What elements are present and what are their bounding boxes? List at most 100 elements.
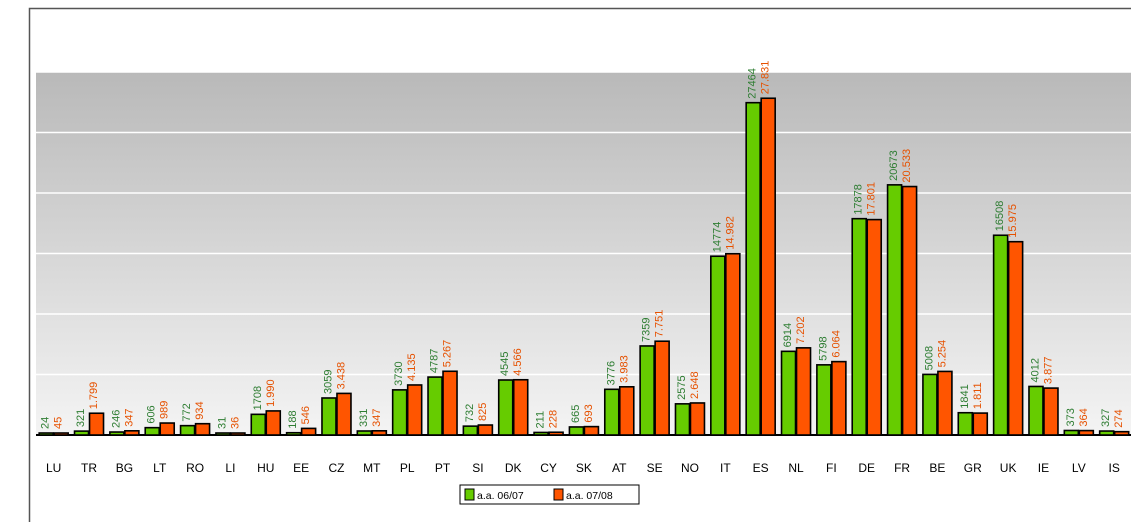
data-label: 3.983 [618,355,630,383]
x-tick-label: LI [225,461,235,475]
x-tick-label: BG [116,461,133,475]
data-label: 3730 [393,361,405,385]
bar-series-0 [38,432,54,436]
x-tick-label: RO [186,461,204,475]
x-tick-label: IE [1038,461,1049,475]
bar-series-1 [760,97,776,436]
bar-series-1 [689,402,706,436]
bar-series-0 [745,101,761,436]
x-tick-label: DE [858,461,875,475]
bar-series-0 [603,388,620,436]
bar-series-0 [1028,385,1044,436]
bar-series-0 [568,426,585,436]
legend-swatch-series-1 [553,488,564,501]
x-tick-label: MT [363,461,381,475]
data-label: 3059 [322,370,334,394]
data-label: 45 [53,417,65,429]
bar-series-1 [159,422,176,436]
data-label: 6914 [782,323,794,347]
data-label: 693 [583,404,595,422]
bar-series-1 [795,347,812,436]
x-tick-label: HU [257,461,274,475]
x-tick-label: NL [788,461,804,475]
data-label: 4.135 [406,353,418,381]
bar-series-1 [1113,430,1130,436]
bar-series-0 [1098,430,1115,436]
bar-series-0 [427,376,443,436]
bar-series-1 [937,370,953,436]
x-tick-label: IS [1109,461,1120,475]
data-label: 364 [1078,408,1090,426]
bar-series-1 [654,340,670,436]
data-label: 7.202 [795,316,807,344]
data-label: 4012 [1029,358,1041,382]
bar-series-0 [391,389,408,436]
data-label: 1.811 [972,382,984,409]
bar-series-1 [336,392,352,436]
x-tick-label: PL [400,461,415,475]
x-tick-label: EE [293,461,309,475]
bar-series-1 [725,252,741,436]
x-tick-label: UK [1000,461,1017,475]
data-label: 3.877 [1042,357,1054,385]
data-label: 211 [535,411,547,429]
data-label: 228 [548,410,560,428]
bar-series-1 [866,218,883,436]
x-tick-labels-layer: LU TR BG LT RO LI HU EE CZ MT PL PT SI DK CY SK AT SE NO IT… [46,461,1120,475]
data-label: 6.064 [830,330,842,358]
data-label: 20.533 [901,149,913,183]
data-label: 17878 [853,184,865,215]
data-label: 4787 [429,349,441,373]
data-label: 327 [1100,409,1112,427]
x-tick-label: LV [1072,461,1086,475]
bar-series-1 [901,185,918,436]
data-label: 5.254 [936,340,948,368]
x-tick-label: LT [153,461,167,475]
data-label: 2.648 [689,371,701,399]
bar-series-1 [300,427,317,436]
x-tick-label: PT [435,461,451,475]
data-label: 4545 [499,352,511,376]
bar-series-0 [780,350,797,436]
bar-series-0 [816,364,832,436]
bar-series-1 [972,412,989,436]
bar-series-1 [1007,240,1024,436]
bar-series-1 [265,410,282,436]
bar-series-1 [618,386,635,436]
bar-series-0 [992,234,1009,436]
data-label: 274 [1113,409,1125,427]
legend-swatch-series-0 [464,488,475,501]
data-label: 825 [477,403,489,421]
data-label: 3776 [605,361,617,385]
data-label: 246 [110,410,122,428]
data-label: 989 [159,401,171,419]
data-label: 5008 [923,346,935,370]
data-label: 27.831 [760,61,772,95]
x-tick-label: CY [540,461,557,475]
data-label: 606 [146,405,158,423]
x-tick-label: LU [46,461,61,475]
bar-series-1 [371,430,388,436]
bar-series-0 [674,403,691,436]
data-label: 16508 [994,201,1006,232]
data-label: 732 [464,404,476,422]
data-label: 2575 [676,375,688,399]
bar-series-1 [194,422,211,436]
bar-series-0 [886,184,903,436]
data-label: 17.801 [866,182,878,216]
bar-series-0 [710,255,726,436]
bar-series-1 [831,360,847,436]
x-tick-label: FI [826,461,837,475]
data-label: 4.566 [512,348,524,376]
x-tick-label: IT [720,461,731,475]
bar-series-0 [250,413,267,436]
bars-layer [38,97,1130,436]
data-label: 772 [181,403,193,421]
bar-series-1 [406,384,423,436]
data-label: 331 [358,409,370,427]
x-tick-label: SK [576,461,592,475]
data-label: 7.751 [654,310,666,338]
data-label: 27464 [747,68,759,99]
